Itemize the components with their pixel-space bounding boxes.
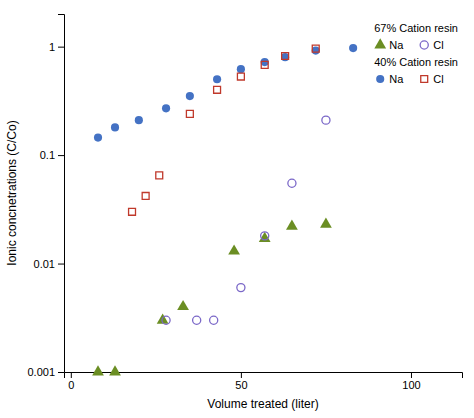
point xyxy=(259,232,271,242)
series xyxy=(92,218,332,376)
x-tick: 0 xyxy=(68,372,74,391)
point xyxy=(237,65,245,73)
y-tick: 0.1 xyxy=(40,149,64,161)
y-axis-line xyxy=(58,15,65,373)
y-axis-title: Ionic concnetrations (C/Co) xyxy=(5,120,19,265)
point xyxy=(281,53,289,61)
legend-header: 67% Cation resin xyxy=(374,22,458,34)
point xyxy=(186,110,193,117)
x-axis-line xyxy=(65,373,463,379)
point xyxy=(288,179,296,187)
point xyxy=(111,123,119,131)
legend-marker xyxy=(374,38,386,48)
point xyxy=(213,75,221,83)
y-tick-mark xyxy=(58,372,64,373)
point xyxy=(349,44,357,52)
x-axis: 0 50 100 xyxy=(65,372,463,391)
x-tick-label: 0 xyxy=(68,379,74,391)
point xyxy=(94,134,102,142)
y-tick-mark xyxy=(58,155,64,156)
legend-label: Cl xyxy=(433,39,443,51)
point xyxy=(228,244,240,254)
legend-marker xyxy=(376,75,384,83)
legend: 67% Cation resin Na Cl 40% Cation resin Na Cl xyxy=(374,22,458,85)
x-tick-mark xyxy=(411,372,412,378)
legend-label: Cl xyxy=(433,73,443,85)
point xyxy=(312,45,319,52)
y-tick-label: 1 xyxy=(49,41,55,53)
point xyxy=(92,365,104,375)
point xyxy=(186,92,194,100)
x-tick-label: 50 xyxy=(235,379,247,391)
point xyxy=(322,116,330,124)
point xyxy=(162,104,170,112)
legend-label: Na xyxy=(389,39,404,51)
point xyxy=(261,232,269,240)
y-tick-label: 0.1 xyxy=(40,149,55,161)
point xyxy=(237,284,245,292)
y-tick-label: 0.01 xyxy=(34,258,55,270)
point xyxy=(214,86,221,93)
point xyxy=(210,316,218,324)
y-tick-mark xyxy=(58,264,64,265)
point xyxy=(129,208,136,215)
x-tick-label: 100 xyxy=(402,379,420,391)
series xyxy=(129,45,320,215)
y-tick: 0.01 xyxy=(34,258,64,270)
legend-marker xyxy=(420,41,428,49)
point xyxy=(286,220,298,230)
series xyxy=(94,44,357,142)
point xyxy=(162,316,170,324)
chart: 0 50 100 0.001 0.01 0.1 1 67% Cation resin Na Cl 4… xyxy=(0,0,474,418)
point xyxy=(177,300,189,310)
y-tick: 1 xyxy=(49,41,64,53)
x-tick: 50 xyxy=(235,372,247,391)
legend-header: 40% Cation resin xyxy=(374,56,458,68)
x-tick: 100 xyxy=(402,372,420,391)
plot-area: 0 50 100 0.001 0.01 0.1 1 67% Cation resin Na Cl 4… xyxy=(27,15,462,391)
point xyxy=(193,316,201,324)
point xyxy=(156,172,163,179)
point xyxy=(135,116,143,124)
point xyxy=(109,365,121,375)
point xyxy=(282,53,289,60)
point xyxy=(261,61,268,68)
y-tick: 0.001 xyxy=(27,366,64,378)
y-tick-label: 0.001 xyxy=(27,366,55,378)
legend-marker xyxy=(421,76,428,83)
y-tick-mark xyxy=(58,47,64,48)
x-axis-title: Volume treated (liter) xyxy=(207,397,318,411)
x-tick-mark xyxy=(241,372,242,378)
series xyxy=(162,116,330,324)
points xyxy=(92,44,357,375)
x-tick-mark xyxy=(71,372,72,378)
y-axis: 0.001 0.01 0.1 1 xyxy=(27,15,64,379)
point xyxy=(142,192,149,199)
point xyxy=(320,218,332,228)
legend-label: Na xyxy=(389,73,404,85)
point xyxy=(237,73,244,80)
